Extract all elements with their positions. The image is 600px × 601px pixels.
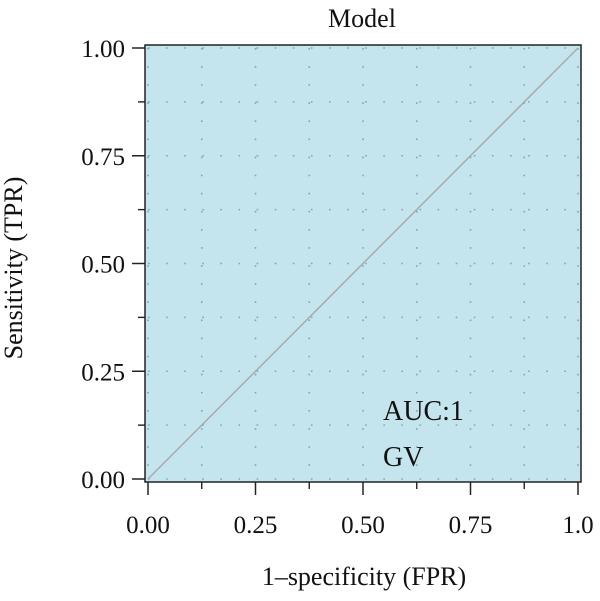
annotation-gv: GV bbox=[383, 442, 423, 473]
y-axis-label: Sensitivity (TPR) bbox=[0, 177, 28, 360]
y-tick-label: 0.25 bbox=[81, 359, 125, 386]
annotation-auc: AUC:1 bbox=[383, 396, 464, 427]
x-axis: 0.00 0.25 0.50 0.75 1.0 bbox=[126, 482, 594, 539]
x-tick-label: 0.50 bbox=[341, 512, 385, 539]
chart-title: Model bbox=[328, 4, 396, 33]
series-line bbox=[147, 47, 579, 480]
x-tick-label: 0.25 bbox=[234, 512, 278, 539]
x-tick-label: 0.75 bbox=[449, 512, 493, 539]
x-tick-label: 1.0 bbox=[562, 512, 593, 539]
x-axis-label: 1–specificity (FPR) bbox=[262, 562, 466, 591]
y-tick-label: 0.50 bbox=[81, 252, 125, 279]
y-tick-label: 0.00 bbox=[81, 467, 125, 494]
y-axis: 0.00 0.25 0.50 0.75 1.00 bbox=[81, 36, 145, 494]
y-tick-label: 1.00 bbox=[81, 36, 125, 63]
y-tick-label: 0.75 bbox=[81, 144, 125, 171]
x-tick-label: 0.00 bbox=[126, 512, 170, 539]
